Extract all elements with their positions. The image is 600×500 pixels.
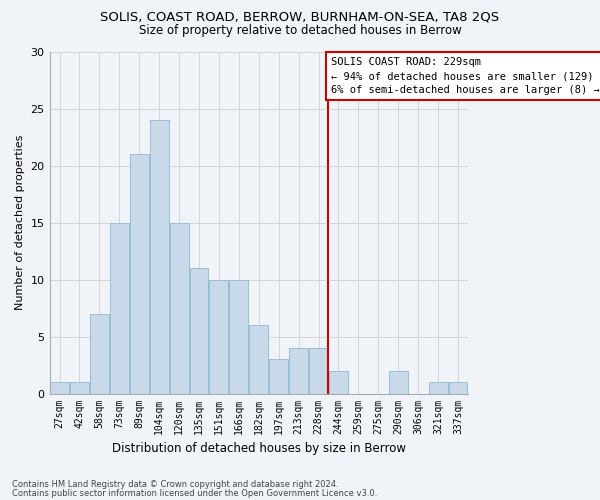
Bar [389,371,407,394]
Bar [110,222,129,394]
Bar [309,348,328,394]
Bar [229,280,248,394]
Bar [209,280,229,394]
Y-axis label: Number of detached properties: Number of detached properties [15,135,25,310]
X-axis label: Distribution of detached houses by size in Berrow: Distribution of detached houses by size … [112,442,406,455]
Text: SOLIS, COAST ROAD, BERROW, BURNHAM-ON-SEA, TA8 2QS: SOLIS, COAST ROAD, BERROW, BURNHAM-ON-SE… [100,11,500,24]
Bar [428,382,448,394]
Bar [329,371,348,394]
Bar [249,325,268,394]
Bar [90,314,109,394]
Bar [130,154,149,394]
Bar [190,268,208,394]
Bar [70,382,89,394]
Text: Contains HM Land Registry data © Crown copyright and database right 2024.: Contains HM Land Registry data © Crown c… [12,480,338,489]
Bar [50,382,69,394]
Bar [449,382,467,394]
Bar [149,120,169,394]
Text: Size of property relative to detached houses in Berrow: Size of property relative to detached ho… [139,24,461,37]
Text: Contains public sector information licensed under the Open Government Licence v3: Contains public sector information licen… [12,488,377,498]
Bar [289,348,308,394]
Bar [269,360,288,394]
Text: SOLIS COAST ROAD: 229sqm
← 94% of detached houses are smaller (129)
6% of semi-d: SOLIS COAST ROAD: 229sqm ← 94% of detach… [331,57,600,95]
Bar [170,222,188,394]
